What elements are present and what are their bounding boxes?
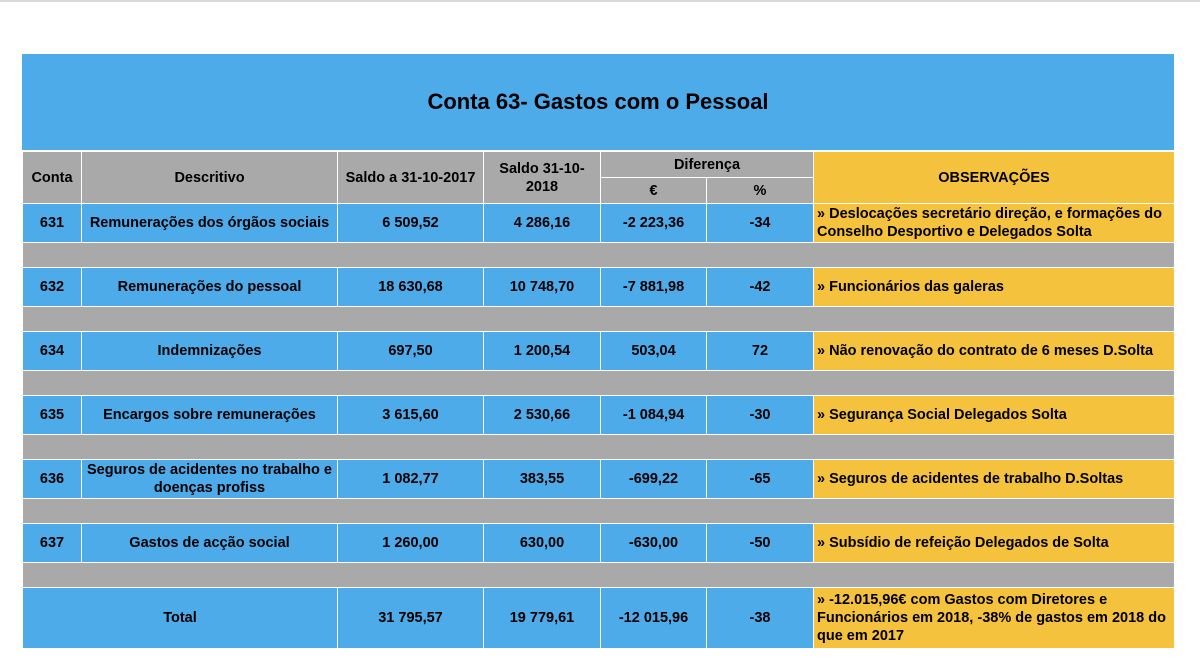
- table-row: 632 Remunerações do pessoal 18 630,68 10 74…: [22, 267, 1175, 307]
- cell-saldo-2018: 4 286,16: [483, 203, 601, 243]
- total-observacao: » -12.015,96€ com Gastos com Diretores e…: [813, 587, 1175, 649]
- cell-descritivo: Remunerações dos órgãos sociais: [81, 203, 338, 243]
- header-observacoes: OBSERVAÇÕES: [813, 151, 1175, 204]
- cell-saldo-2018: 383,55: [483, 459, 601, 499]
- cell-dif-eur: -2 223,36: [600, 203, 707, 243]
- cell-dif-eur: -7 881,98: [600, 267, 707, 307]
- table-row: 637 Gastos de acção social 1 260,00 630,00-…: [22, 523, 1175, 563]
- cell-dif-eur: 503,04: [600, 331, 707, 371]
- cell-observacao: » Subsídio de refeição Delegados de Solt…: [813, 523, 1175, 563]
- table-row: 631 Remunerações dos órgãos sociais 6 509,…: [22, 203, 1175, 243]
- cell-observacao: » Segurança Social Delegados Solta: [813, 395, 1175, 435]
- cell-dif-pct: -65: [706, 459, 814, 499]
- total-row: Total 31 795,57 19 779,61 -12 015,96 -38…: [22, 587, 1175, 649]
- cell-conta: 632: [22, 267, 82, 307]
- total-dif-pct: -38: [706, 587, 814, 649]
- separator-cell: [22, 498, 1175, 524]
- separator-row: [22, 498, 1175, 524]
- separator-row: [22, 434, 1175, 460]
- header-saldo-2018: Saldo 31-10-2018: [483, 151, 601, 204]
- cell-observacao: » Não renovação do contrato de 6 meses D…: [813, 331, 1175, 371]
- total-saldo-2017: 31 795,57: [337, 587, 484, 649]
- separator-cell: [22, 434, 1175, 460]
- header-diferenca-pct: %: [706, 177, 814, 204]
- total-label: Total: [22, 587, 338, 649]
- cell-descritivo: Gastos de acção social: [81, 523, 338, 563]
- separator-cell: [22, 370, 1175, 396]
- header-diferenca: Diferença: [600, 151, 814, 178]
- cell-saldo-2018: 10 748,70: [483, 267, 601, 307]
- table-row: 634 Indemnizações 697,50 1 200,54 503,04 72» …: [22, 331, 1175, 371]
- cell-dif-pct: -30: [706, 395, 814, 435]
- cell-conta: 631: [22, 203, 82, 243]
- separator-cell: [22, 562, 1175, 588]
- table-title-bar: Conta 63- Gastos com o Pessoal: [22, 54, 1174, 151]
- separator-cell: [22, 242, 1175, 268]
- cell-saldo-2018: 1 200,54: [483, 331, 601, 371]
- cell-dif-pct: -34: [706, 203, 814, 243]
- cell-observacao: » Deslocações secretário direção, e form…: [813, 203, 1175, 243]
- header-saldo-2017: Saldo a 31-10-2017: [337, 151, 484, 204]
- table-title: Conta 63- Gastos com o Pessoal: [427, 89, 769, 114]
- cell-descritivo: Encargos sobre remunerações: [81, 395, 338, 435]
- separator-row: [22, 562, 1175, 588]
- cell-saldo-2017: 6 509,52: [337, 203, 484, 243]
- cell-observacao: » Funcionários das galeras: [813, 267, 1175, 307]
- expense-table: Conta Descritivo Saldo a 31-10-2017 Sald…: [22, 151, 1175, 649]
- cell-dif-eur: -699,22: [600, 459, 707, 499]
- cell-descritivo: Indemnizações: [81, 331, 338, 371]
- header-conta: Conta: [22, 151, 82, 204]
- cell-observacao: » Seguros de acidentes de trabalho D.Sol…: [813, 459, 1175, 499]
- header-diferenca-euro: €: [600, 177, 707, 204]
- total-dif-eur: -12 015,96: [600, 587, 707, 649]
- separator-row: [22, 306, 1175, 332]
- cell-saldo-2017: 697,50: [337, 331, 484, 371]
- cell-saldo-2017: 3 615,60: [337, 395, 484, 435]
- cell-conta: 637: [22, 523, 82, 563]
- table-row: 636 Seguros de acidentes no trabalho e do…: [22, 459, 1175, 499]
- cell-descritivo: Remunerações do pessoal: [81, 267, 338, 307]
- cell-dif-pct: -50: [706, 523, 814, 563]
- cell-dif-pct: 72: [706, 331, 814, 371]
- summary-table-frame: Conta 63- Gastos com o Pessoal Conta Des…: [22, 54, 1175, 649]
- cell-conta: 635: [22, 395, 82, 435]
- header-descritivo: Descritivo: [81, 151, 338, 204]
- total-saldo-2018: 19 779,61: [483, 587, 601, 649]
- table-row: 635 Encargos sobre remunerações 3 615,60 2 …: [22, 395, 1175, 435]
- cell-saldo-2018: 630,00: [483, 523, 601, 563]
- cell-saldo-2017: 1 260,00: [337, 523, 484, 563]
- table-body: 631 Remunerações dos órgãos sociais 6 509,…: [22, 203, 1175, 649]
- top-divider: [0, 0, 1200, 2]
- cell-saldo-2017: 1 082,77: [337, 459, 484, 499]
- cell-dif-pct: -42: [706, 267, 814, 307]
- cell-conta: 634: [22, 331, 82, 371]
- separator-row: [22, 242, 1175, 268]
- cell-dif-eur: -630,00: [600, 523, 707, 563]
- cell-saldo-2017: 18 630,68: [337, 267, 484, 307]
- separator-cell: [22, 306, 1175, 332]
- cell-descritivo: Seguros de acidentes no trabalho e doenç…: [81, 459, 338, 499]
- cell-saldo-2018: 2 530,66: [483, 395, 601, 435]
- cell-dif-eur: -1 084,94: [600, 395, 707, 435]
- separator-row: [22, 370, 1175, 396]
- cell-conta: 636: [22, 459, 82, 499]
